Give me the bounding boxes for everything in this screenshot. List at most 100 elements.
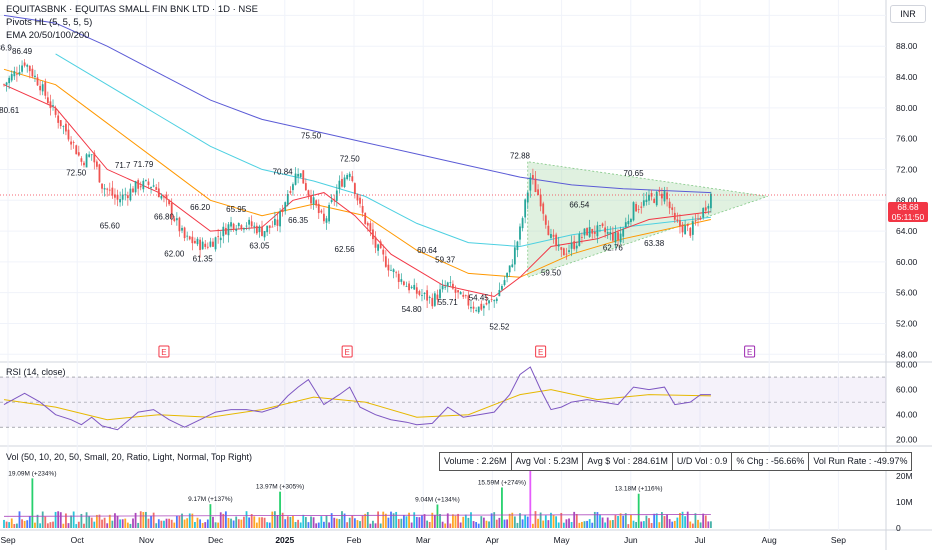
volume-bar — [498, 517, 501, 528]
volume-bar — [121, 519, 124, 528]
candle-body — [568, 250, 570, 253]
candle-body — [501, 286, 503, 290]
candle-body — [663, 190, 666, 202]
candle-body — [34, 75, 36, 77]
candle-body — [49, 101, 52, 109]
candle-body — [39, 85, 42, 91]
volume-bar — [98, 514, 101, 528]
rsi-tick-label: 40.00 — [896, 410, 918, 420]
candle-body — [366, 222, 369, 226]
pivot-label: 62.00 — [164, 249, 185, 258]
bar-countdown: 05:11:50 — [891, 212, 925, 222]
candle-body — [637, 209, 640, 210]
volume-bar — [624, 513, 627, 528]
volume-bar — [54, 511, 57, 528]
volume-bar — [227, 517, 230, 528]
volume-bar — [199, 519, 201, 528]
candle-body — [163, 195, 165, 198]
candle-body — [557, 244, 560, 247]
volume-bar — [413, 512, 416, 528]
volume-bar — [459, 522, 462, 528]
pivot-label: 54.80 — [402, 305, 423, 314]
volume-bar — [364, 513, 367, 528]
volume-bar — [353, 518, 356, 528]
volume-bar — [477, 523, 480, 528]
volume-bar — [46, 523, 49, 528]
candle-body — [212, 241, 214, 247]
volume-bar — [163, 520, 165, 528]
volume-bar — [392, 513, 395, 528]
candle-body — [493, 300, 496, 302]
volume-bar — [516, 522, 519, 528]
volume-bar — [196, 517, 199, 528]
volume-bar — [697, 519, 699, 528]
volume-bar — [609, 520, 612, 528]
volume-bar — [694, 513, 697, 528]
candle-body — [279, 211, 281, 227]
volume-bar — [317, 522, 320, 528]
volume-bar — [645, 515, 648, 528]
pivot-label: 66.35 — [288, 216, 309, 225]
candle-body — [573, 241, 576, 249]
volume-label[interactable]: Vol (50, 10, 20, 50, Small, 20, Ratio, L… — [6, 452, 252, 462]
volume-bar — [341, 511, 343, 528]
volume-tick-label: 0 — [896, 523, 901, 533]
candle-body — [165, 194, 168, 200]
candle-body — [335, 190, 338, 201]
volume-spike-label: 9.04M (+134%) — [415, 496, 460, 503]
candle-body — [116, 194, 119, 200]
candle-body — [506, 272, 508, 278]
rsi-tick-label: 60.00 — [896, 385, 918, 395]
volume-bar — [261, 517, 263, 528]
volume-bar — [230, 518, 232, 528]
volume-bar — [642, 521, 645, 528]
volume-bar — [369, 523, 372, 528]
candle-body — [142, 180, 145, 190]
earnings-marker-icon — [744, 345, 756, 358]
volume-bar — [699, 522, 702, 528]
volume-bar — [77, 521, 80, 528]
candle-body — [341, 178, 343, 187]
candle-body — [217, 236, 220, 238]
volume-bar — [26, 520, 29, 528]
volume-bar — [188, 513, 191, 528]
candle-body — [599, 225, 601, 226]
volume-bar — [632, 520, 635, 528]
stat-pct-chg: % Chg : -56.66% — [732, 453, 810, 470]
candle-body — [653, 198, 656, 203]
candle-body — [511, 264, 514, 267]
candle-body — [666, 192, 668, 200]
candle-body — [137, 180, 140, 189]
candle-body — [513, 247, 516, 265]
volume-stats-table: Volume : 2.26M Avg Vol : 5.23M Avg $ Vol… — [439, 452, 913, 471]
volume-bar — [532, 523, 534, 528]
candle-body — [498, 289, 501, 297]
volume-bar — [506, 519, 508, 528]
indicator-pivots-label[interactable]: Pivots HL (5, 5, 5, 5) — [6, 17, 93, 28]
candle-body — [604, 227, 607, 233]
volume-bar — [338, 519, 341, 528]
candle-body — [28, 65, 31, 72]
candle-body — [52, 105, 54, 106]
volume-bar — [684, 516, 687, 528]
volume-bar — [237, 519, 240, 528]
volume-bar — [248, 517, 250, 528]
currency-button[interactable]: INR — [890, 5, 926, 23]
candle-body — [601, 223, 604, 227]
volume-bar — [619, 513, 622, 528]
candle-body — [457, 290, 459, 293]
price-tick-label: 52.00 — [896, 318, 918, 328]
time-tick-label: Nov — [139, 535, 155, 545]
indicator-ema-label[interactable]: EMA 20/50/100/200 — [6, 30, 90, 41]
candle-body — [230, 222, 232, 227]
volume-bar — [320, 516, 323, 528]
candle-body — [428, 296, 431, 298]
rsi-label[interactable]: RSI (14, close) — [6, 367, 66, 377]
chart-title[interactable]: EQUITASBNK · EQUITAS SMALL FIN BNK LTD ·… — [6, 4, 258, 15]
candle-body — [261, 226, 263, 236]
ema100-line — [55, 53, 711, 248]
pivot-label: 62.76 — [603, 244, 624, 253]
ema50-line — [3, 68, 712, 278]
volume-bar — [150, 515, 152, 528]
price-tick-label: 64.00 — [896, 226, 918, 236]
